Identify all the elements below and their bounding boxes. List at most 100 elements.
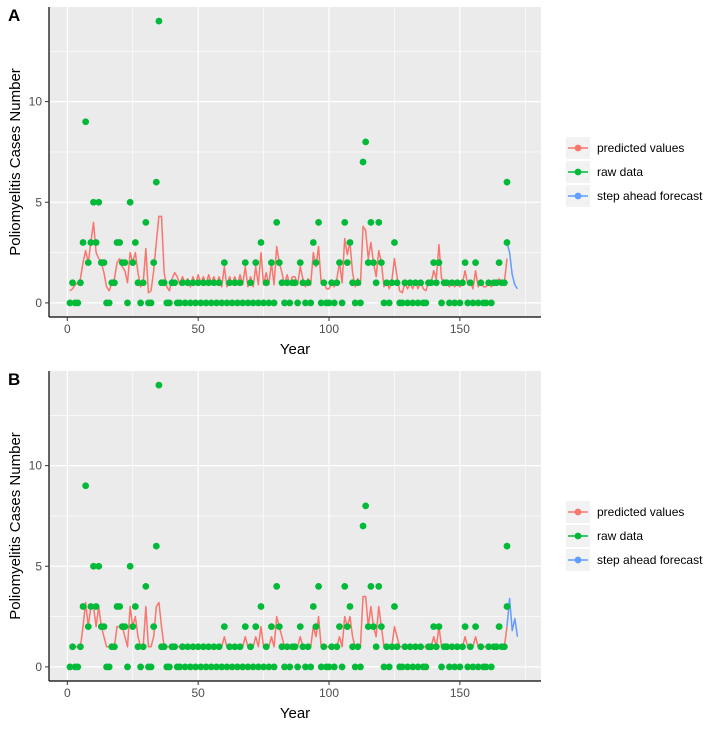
raw-data-point <box>189 643 197 651</box>
raw-data-point <box>210 279 218 287</box>
raw-data-point <box>262 279 270 287</box>
raw-data-point <box>503 603 511 610</box>
raw-data-point <box>77 643 84 651</box>
raw-data-point <box>239 663 247 671</box>
legend: predicted values raw data step ahead forec… <box>566 501 703 571</box>
raw-data-point <box>294 663 302 671</box>
raw-data-point <box>184 279 192 287</box>
raw-data-point <box>380 299 388 307</box>
legend-label: predicted values <box>597 141 684 155</box>
raw-data-point <box>448 643 456 651</box>
raw-data-point <box>137 299 144 307</box>
raw-data-point <box>503 178 511 186</box>
raw-data-point <box>372 643 380 651</box>
raw-data-point <box>414 299 422 307</box>
raw-data-point <box>417 643 425 651</box>
raw-data-point <box>273 218 281 226</box>
raw-data-point <box>260 663 267 671</box>
raw-data-point <box>380 663 388 671</box>
x-tick-label: 150 <box>450 322 470 336</box>
raw-data-point <box>270 299 278 307</box>
raw-data-point <box>90 562 97 570</box>
plot-background <box>49 7 541 317</box>
raw-data-point <box>283 279 291 287</box>
raw-data-point <box>254 299 262 307</box>
raw-data-point <box>226 643 233 651</box>
raw-data-point <box>131 603 139 610</box>
panel-b: 0 50 100 150 0 5 10 Year Poliomyelitis Cases Num… <box>7 370 703 722</box>
raw-data-point <box>275 259 283 267</box>
raw-data-point <box>176 663 184 671</box>
raw-data-point <box>474 663 482 671</box>
raw-data-point <box>268 623 275 631</box>
raw-data-point <box>330 663 338 671</box>
raw-data-point <box>307 663 315 671</box>
raw-data-point <box>202 663 210 671</box>
raw-data-point <box>461 259 469 267</box>
raw-data-point <box>79 239 87 246</box>
raw-data-point <box>333 643 341 651</box>
raw-data-point <box>116 239 124 246</box>
raw-data-point <box>469 299 477 307</box>
legend-key-point <box>574 532 582 540</box>
raw-data-point <box>105 299 113 307</box>
raw-data-point <box>453 643 461 651</box>
raw-data-point <box>257 603 265 610</box>
raw-data-point <box>474 299 482 307</box>
raw-data-point <box>422 299 430 307</box>
raw-data-point <box>351 299 359 307</box>
raw-data-point <box>95 562 103 570</box>
raw-data-point <box>503 542 511 550</box>
raw-data-point <box>100 623 108 631</box>
raw-data-point <box>404 299 411 307</box>
legend-label: step ahead forecast <box>597 189 703 203</box>
raw-data-point <box>265 663 273 671</box>
raw-data-point <box>291 279 299 287</box>
raw-data-point <box>147 663 155 671</box>
raw-data-point <box>364 259 372 267</box>
raw-data-point <box>375 582 383 590</box>
raw-data-point <box>184 643 192 651</box>
raw-data-point <box>398 663 406 671</box>
raw-data-point <box>197 663 205 671</box>
raw-data-point <box>404 663 411 671</box>
raw-data-point <box>320 643 328 651</box>
raw-data-point <box>500 643 508 651</box>
raw-data-point <box>338 299 346 307</box>
raw-data-point <box>359 158 367 166</box>
raw-data-point <box>82 118 90 126</box>
raw-data-point <box>443 643 451 651</box>
x-tick-label: 100 <box>319 322 339 336</box>
raw-data-point <box>260 299 267 307</box>
raw-data-point <box>320 279 328 287</box>
raw-data-point <box>372 279 380 287</box>
raw-data-point <box>388 643 396 651</box>
raw-data-point <box>312 623 320 631</box>
raw-data-point <box>456 663 464 671</box>
raw-data-point <box>346 603 354 610</box>
raw-data-point <box>500 279 508 287</box>
raw-data-point <box>422 663 430 671</box>
raw-data-point <box>393 279 401 287</box>
raw-data-point <box>296 623 304 631</box>
raw-data-point <box>385 299 393 307</box>
raw-data-point <box>165 663 173 671</box>
raw-data-point <box>220 623 228 631</box>
raw-data-point <box>210 643 218 651</box>
raw-data-point <box>236 279 244 287</box>
raw-data-point <box>186 663 194 671</box>
raw-data-point <box>231 279 239 287</box>
raw-data-point <box>283 643 291 651</box>
raw-data-point <box>205 279 213 287</box>
raw-data-point <box>385 663 393 671</box>
panel-a: 0 50 100 150 0 5 10 Year Poliomyelitis Cases Num… <box>7 6 703 358</box>
raw-data-point <box>367 218 375 226</box>
raw-data-point <box>304 643 312 651</box>
raw-data-point <box>228 299 236 307</box>
raw-data-point <box>461 623 469 631</box>
raw-data-point <box>377 259 385 267</box>
raw-data-point <box>338 663 346 671</box>
raw-data-point <box>278 643 286 651</box>
raw-data-point <box>383 643 390 651</box>
raw-data-point <box>477 279 485 287</box>
